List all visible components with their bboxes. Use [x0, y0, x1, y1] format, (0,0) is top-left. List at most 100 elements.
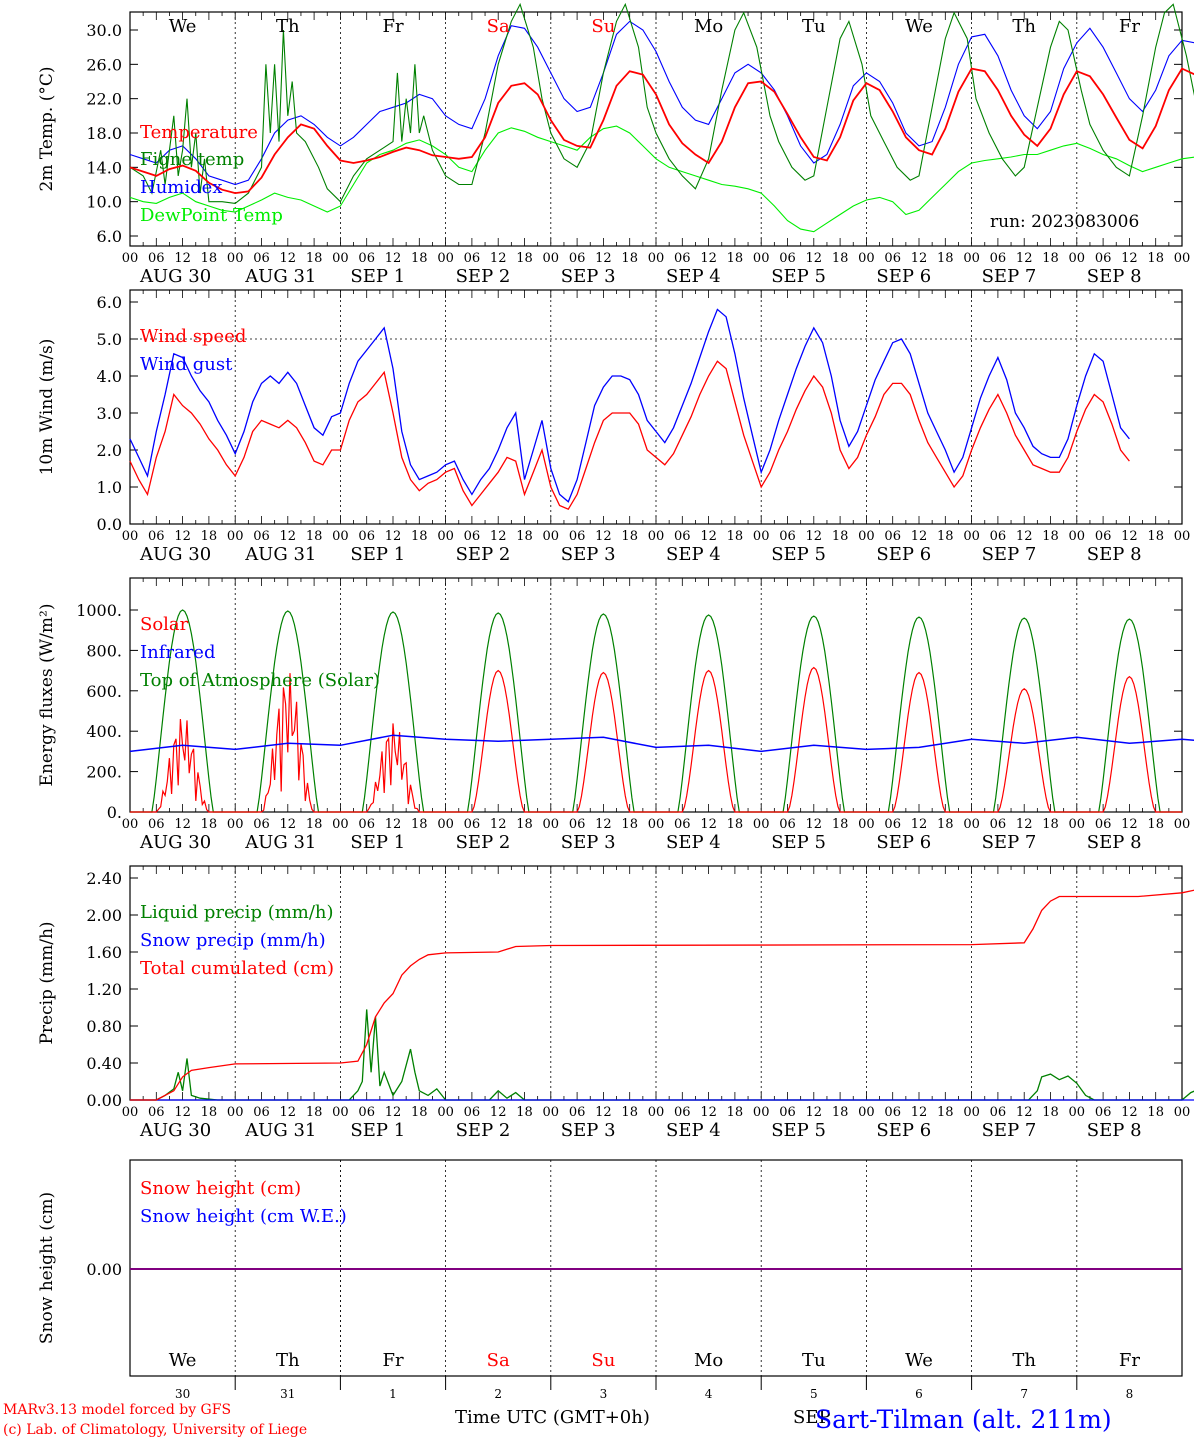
hour-tick-label: 06 — [464, 817, 481, 832]
weekday-label-bottom: Tu — [802, 1350, 826, 1371]
y-tick-label: 26.0 — [86, 55, 122, 74]
hour-tick-label: 06 — [148, 529, 165, 544]
date-label: AUG 31 — [244, 544, 316, 565]
day-number-label: 31 — [280, 1387, 295, 1401]
hour-tick-label: 06 — [253, 817, 270, 832]
weekday-label-bottom: We — [905, 1350, 933, 1371]
legend-entry: Temperature — [140, 122, 258, 143]
day-number-label: 30 — [175, 1387, 190, 1401]
hour-tick-label: 06 — [779, 251, 796, 266]
hour-tick-label: 00 — [1174, 817, 1191, 832]
y-tick-label: 800. — [86, 641, 122, 660]
hour-tick-label: 18 — [411, 529, 428, 544]
series-line-infrared — [129, 734, 1194, 753]
date-label: SEP 6 — [876, 266, 931, 287]
hour-tick-label: 18 — [832, 1105, 849, 1120]
hour-tick-label: 18 — [727, 251, 744, 266]
hour-tick-label: 18 — [1042, 817, 1059, 832]
date-label: SEP 8 — [1087, 266, 1142, 287]
y-tick-label: 6.0 — [97, 227, 122, 246]
hour-tick-label: 12 — [280, 251, 297, 266]
hour-tick-label: 00 — [543, 1105, 560, 1120]
hour-tick-label: 18 — [621, 529, 638, 544]
date-label: AUG 30 — [139, 544, 211, 565]
hour-tick-label: 18 — [1147, 529, 1164, 544]
legend-entry: Humidex — [140, 177, 222, 198]
date-label: SEP 6 — [876, 544, 931, 565]
weekday-label: We — [169, 16, 197, 37]
date-label: AUG 31 — [244, 266, 316, 287]
date-label: SEP 1 — [350, 832, 405, 853]
weekday-label-bottom: Fr — [1119, 1350, 1140, 1371]
hour-tick-label: 00 — [1174, 251, 1191, 266]
day-number-label: 4 — [705, 1387, 713, 1401]
date-label: AUG 31 — [244, 832, 316, 853]
hour-tick-label: 06 — [253, 529, 270, 544]
hour-tick-label: 12 — [385, 1105, 402, 1120]
date-label: SEP 3 — [561, 544, 616, 565]
hour-tick-label: 06 — [148, 817, 165, 832]
hour-tick-label: 18 — [201, 251, 218, 266]
hour-tick-label: 06 — [464, 251, 481, 266]
hour-tick-label: 00 — [858, 1105, 875, 1120]
hour-tick-label: 00 — [437, 817, 454, 832]
series-line-humidex — [129, 20, 1194, 186]
hour-tick-label: 00 — [227, 251, 244, 266]
hour-tick-label: 18 — [937, 1105, 954, 1120]
y-tick-label: 6.0 — [97, 293, 122, 312]
hour-tick-label: 06 — [148, 251, 165, 266]
weekday-label: Fr — [1119, 16, 1140, 37]
hour-tick-label: 06 — [569, 529, 586, 544]
hour-tick-label: 12 — [385, 529, 402, 544]
y-tick-label: 0. — [107, 803, 122, 822]
hour-tick-label: 12 — [385, 817, 402, 832]
hour-tick-label: 18 — [201, 1105, 218, 1120]
y-tick-label: 2.0 — [97, 441, 122, 460]
hour-tick-label: 06 — [884, 817, 901, 832]
weekday-label-bottom: Th — [1012, 1350, 1036, 1371]
hour-tick-label: 00 — [122, 251, 139, 266]
hour-tick-label: 00 — [648, 817, 665, 832]
date-label: SEP 2 — [456, 544, 511, 565]
hour-tick-label: 06 — [779, 1105, 796, 1120]
y-tick-label: 200. — [86, 763, 122, 782]
weekday-label: Mo — [694, 16, 723, 37]
legend-entry: Solar — [140, 614, 189, 635]
hour-tick-label: 18 — [621, 817, 638, 832]
hour-tick-label: 12 — [1016, 817, 1033, 832]
series-line-top-of-atmosphere-solar- — [130, 609, 1182, 813]
hour-tick-label: 06 — [1095, 251, 1112, 266]
date-label: SEP 3 — [561, 832, 616, 853]
y-tick-label: 5.0 — [97, 330, 122, 349]
hour-tick-label: 18 — [621, 251, 638, 266]
legend-entry: Liquid precip (mm/h) — [140, 902, 334, 923]
y-tick-label: 1.20 — [86, 980, 122, 999]
hour-tick-label: 00 — [437, 251, 454, 266]
series-line-total-cumulated-cm- — [130, 889, 1194, 1101]
hour-tick-label: 12 — [911, 251, 928, 266]
hour-tick-label: 06 — [148, 1105, 165, 1120]
hour-tick-label: 00 — [332, 251, 349, 266]
y-tick-label: 2.40 — [86, 869, 122, 888]
y-tick-label: 0.00 — [86, 1091, 122, 1110]
hour-tick-label: 18 — [1042, 1105, 1059, 1120]
legend-entry: Infrared — [140, 642, 215, 663]
series-line-wind-speed — [129, 360, 1130, 511]
legend-entry: Snow height (cm) — [140, 1178, 301, 1199]
run-label: run: 2023083006 — [990, 212, 1139, 232]
hour-tick-label: 00 — [1069, 1105, 1086, 1120]
y-axis-label: 2m Temp. (°C) — [37, 66, 57, 191]
hour-tick-label: 12 — [595, 817, 612, 832]
y-tick-label: 30.0 — [86, 21, 122, 40]
hour-tick-label: 06 — [990, 1105, 1007, 1120]
y-axis-label: 10m Wind (m/s) — [37, 339, 57, 476]
hour-tick-label: 18 — [516, 529, 533, 544]
y-tick-label: 0.40 — [86, 1054, 122, 1073]
date-label: SEP 6 — [876, 832, 931, 853]
series-line-liquid-precip-mm-h- — [130, 1009, 1194, 1101]
date-label: SEP 2 — [456, 832, 511, 853]
hour-tick-label: 06 — [1095, 1105, 1112, 1120]
date-label: SEP 1 — [350, 1120, 405, 1141]
hour-tick-label: 18 — [1147, 251, 1164, 266]
